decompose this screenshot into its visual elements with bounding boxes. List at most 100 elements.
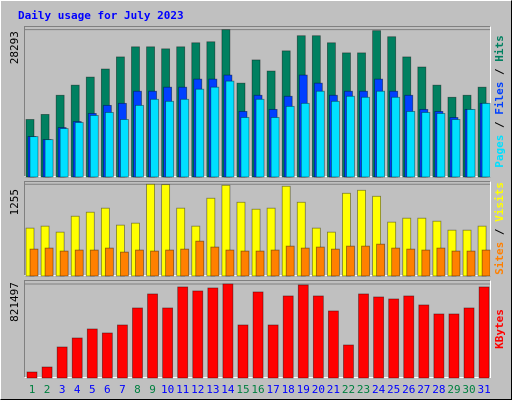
x-tick-label: 18 [282, 383, 295, 396]
x-tick-label: 31 [477, 383, 490, 396]
bar [267, 324, 279, 379]
bar [255, 98, 265, 178]
bar [361, 96, 370, 178]
legend-entry: Visits [493, 182, 506, 222]
bar [180, 248, 190, 277]
bar [285, 245, 295, 277]
x-tick-label: 25 [387, 383, 400, 396]
x-tick-label: 21 [327, 383, 340, 396]
bar [466, 250, 476, 277]
bar [237, 324, 249, 379]
x-tick-label: 28 [432, 383, 445, 396]
legend-entry: Sites [493, 242, 506, 275]
x-tick-label: 7 [119, 383, 126, 396]
bar [315, 90, 325, 178]
bar [346, 95, 355, 178]
x-tick-label: 1 [29, 383, 36, 396]
panel-edge-dark [24, 181, 491, 276]
bar [104, 247, 114, 277]
bar [89, 115, 99, 178]
x-tick-label: 20 [312, 383, 325, 396]
bar [56, 346, 68, 379]
bar [150, 98, 159, 178]
bar [240, 117, 250, 178]
x-tick-label: 6 [104, 383, 111, 396]
legend: Sites / Visits [493, 182, 506, 275]
legend-entry: Hits [493, 35, 506, 62]
bar [41, 366, 53, 379]
bar [59, 250, 69, 277]
bar [270, 117, 280, 178]
legend-entry: Pages [493, 135, 506, 168]
legend-separator: / [493, 115, 506, 135]
bar [330, 100, 340, 178]
x-tick-label: 8 [134, 383, 141, 396]
bar [373, 296, 385, 379]
x-tick-label: 16 [251, 383, 264, 396]
bar [89, 249, 99, 277]
bar [165, 249, 175, 277]
x-tick-label: 9 [149, 383, 156, 396]
x-tick-label: 27 [417, 383, 430, 396]
bar [147, 293, 158, 379]
bar [225, 80, 235, 178]
bar [391, 247, 401, 277]
bar [195, 88, 205, 178]
bar [327, 310, 339, 379]
bar [132, 307, 143, 379]
bar [207, 287, 219, 379]
bar [421, 112, 431, 178]
x-tick-label: 24 [372, 383, 386, 396]
bar [59, 128, 69, 178]
bar [463, 307, 475, 379]
panel-edge-dark [24, 280, 491, 378]
bar [44, 139, 54, 178]
bar [343, 344, 354, 379]
x-tick-label: 13 [206, 383, 219, 396]
bar [376, 243, 386, 277]
bar [297, 284, 309, 379]
bar [192, 290, 204, 379]
chart-title: Daily usage for July 2023 [18, 9, 184, 22]
bar [448, 313, 460, 379]
bar [74, 122, 84, 178]
bar [29, 248, 39, 277]
x-tick-label: 22 [342, 383, 355, 396]
bar [270, 249, 280, 277]
x-tick-label: 4 [74, 383, 81, 396]
bar [436, 247, 446, 277]
bar [104, 112, 114, 178]
x-tick-label: 17 [266, 383, 279, 396]
legend: KBytes [493, 309, 506, 349]
x-tick-label: 5 [89, 383, 96, 396]
x-tick-label: 19 [297, 383, 310, 396]
x-tick-label: 29 [447, 383, 460, 396]
x-tick-label: 10 [161, 383, 174, 396]
bar [451, 250, 461, 277]
bar [120, 251, 129, 277]
y-tick-label: 1255 [8, 189, 21, 216]
bar [117, 324, 128, 379]
bar [26, 371, 38, 379]
bar [135, 249, 144, 277]
x-tick-label: 23 [357, 383, 370, 396]
legend: Pages / Files / Hits [493, 35, 506, 168]
bar [376, 90, 386, 178]
bar [71, 337, 83, 379]
bar [406, 111, 416, 178]
bar [285, 105, 295, 178]
x-tick-label: 11 [176, 383, 189, 396]
bar [120, 119, 129, 178]
bar [180, 98, 190, 178]
x-tick-label: 2 [44, 383, 51, 396]
bar [86, 328, 98, 379]
bar [330, 248, 340, 277]
x-tick-label: 12 [191, 383, 204, 396]
bar [300, 247, 310, 277]
bar [358, 293, 369, 379]
bar [210, 246, 220, 277]
bar [177, 286, 189, 379]
bar [312, 295, 324, 379]
